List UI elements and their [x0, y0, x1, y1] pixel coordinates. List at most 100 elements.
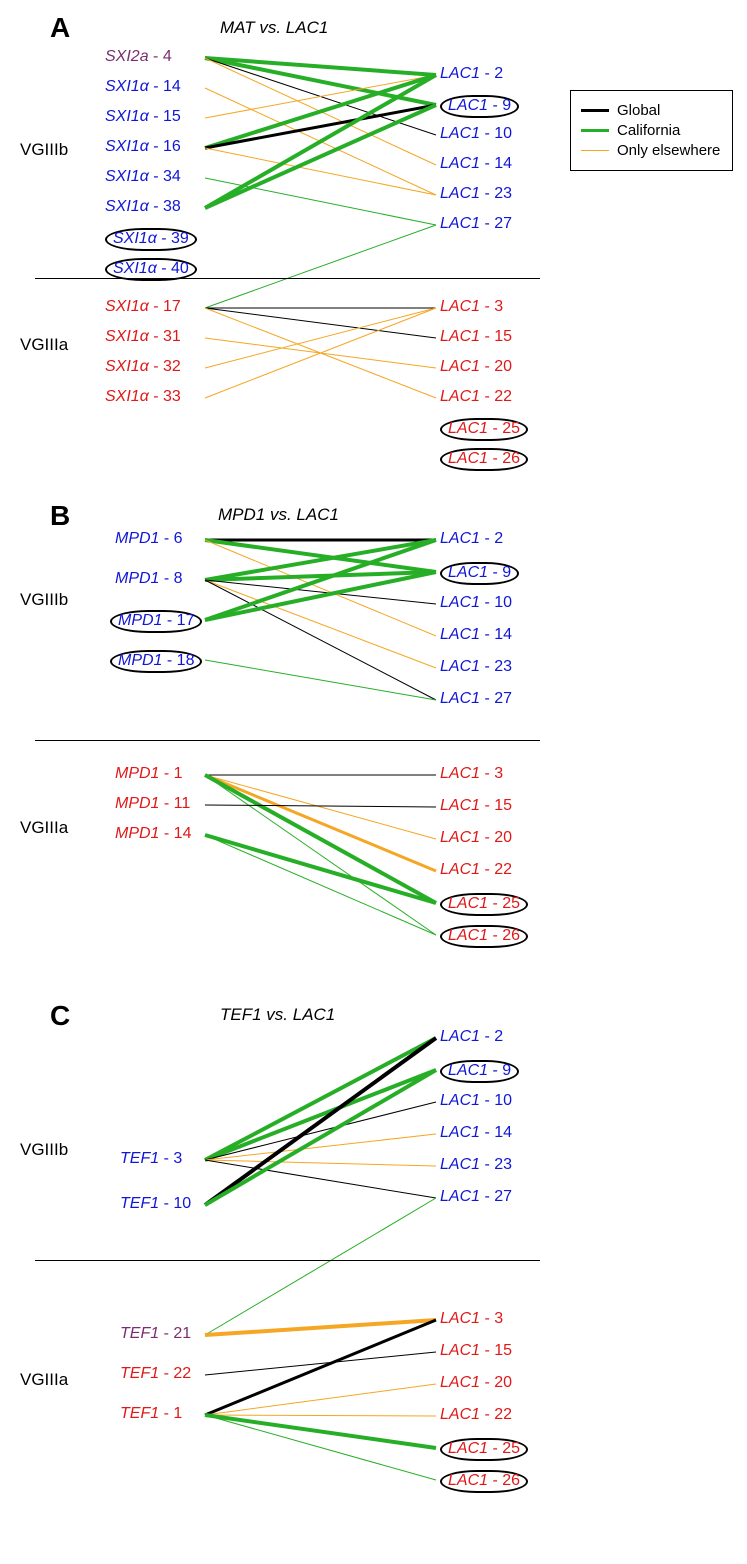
connection-line [205, 1160, 436, 1166]
connection-line [205, 572, 436, 620]
allele-label: LAC1 - 26 [440, 448, 528, 471]
connection-line [205, 540, 436, 636]
connection-line [205, 540, 436, 620]
panel-title-A: MAT vs. LAC1 [220, 18, 328, 38]
allele-label: TEF1 - 3 [120, 1150, 182, 1168]
allele-label: SXI1α - 31 [105, 328, 181, 346]
connection-line [205, 540, 436, 572]
connection-line [205, 1070, 436, 1205]
connection-line [205, 58, 436, 165]
allele-label: SXI2a - 4 [105, 48, 172, 66]
connection-line [205, 75, 436, 148]
allele-label: LAC1 - 14 [440, 155, 512, 173]
connection-line [205, 580, 436, 700]
allele-label: MPD1 - 18 [110, 650, 202, 673]
group-label: VGIIIb [20, 140, 68, 160]
connection-line [205, 105, 436, 208]
allele-label: LAC1 - 9 [440, 1060, 519, 1083]
divider [35, 1260, 540, 1261]
legend-row: Only elsewhere [581, 142, 720, 159]
allele-label: LAC1 - 15 [440, 797, 512, 815]
allele-label: LAC1 - 25 [440, 418, 528, 441]
connection-line [205, 58, 436, 75]
allele-label: LAC1 - 27 [440, 1188, 512, 1206]
allele-label: MPD1 - 6 [115, 530, 183, 548]
allele-label: LAC1 - 15 [440, 1342, 512, 1360]
connection-line [205, 580, 436, 668]
connection-line [205, 1384, 436, 1415]
allele-label: LAC1 - 26 [440, 925, 528, 948]
connection-line [205, 1038, 436, 1160]
allele-label: LAC1 - 20 [440, 1374, 512, 1392]
allele-label: SXI1α - 38 [105, 198, 181, 216]
connection-line [205, 308, 436, 338]
panel-label-A: A [50, 12, 70, 44]
divider [35, 740, 540, 741]
connection-line [205, 540, 436, 580]
allele-label: SXI1α - 34 [105, 168, 181, 186]
allele-label: LAC1 - 23 [440, 1156, 512, 1174]
allele-label: TEF1 - 22 [120, 1365, 191, 1383]
group-label: VGIIIa [20, 335, 68, 355]
allele-label: LAC1 - 25 [440, 1438, 528, 1461]
allele-label: SXI1α - 16 [105, 138, 181, 156]
allele-label: LAC1 - 27 [440, 215, 512, 233]
connection-line [205, 58, 436, 105]
allele-label: LAC1 - 2 [440, 65, 503, 83]
allele-label: LAC1 - 27 [440, 690, 512, 708]
allele-label: LAC1 - 23 [440, 185, 512, 203]
connection-line [205, 775, 436, 839]
connection-line [205, 835, 436, 903]
connection-line [205, 1415, 436, 1480]
panel-title-C: TEF1 vs. LAC1 [220, 1005, 335, 1025]
allele-label: MPD1 - 11 [115, 795, 190, 813]
connection-line [205, 225, 436, 308]
allele-label: LAC1 - 22 [440, 861, 512, 879]
panel-label-B: B [50, 500, 70, 532]
legend-row: Global [581, 102, 720, 119]
connection-line [205, 1415, 436, 1448]
connection-line [205, 1198, 436, 1335]
legend-label: Global [617, 102, 660, 119]
allele-label: LAC1 - 14 [440, 626, 512, 644]
allele-label: SXI1α - 33 [105, 388, 181, 406]
allele-label: LAC1 - 23 [440, 658, 512, 676]
allele-label: LAC1 - 10 [440, 1092, 512, 1110]
connection-line [205, 1352, 436, 1375]
allele-label: TEF1 - 10 [120, 1195, 191, 1213]
allele-label: LAC1 - 14 [440, 1124, 512, 1142]
allele-label: LAC1 - 10 [440, 125, 512, 143]
group-label: VGIIIb [20, 590, 68, 610]
allele-label: LAC1 - 3 [440, 1310, 503, 1328]
connection-line [205, 75, 436, 118]
connection-line [205, 660, 436, 700]
connection-line [205, 1160, 436, 1198]
allele-label: LAC1 - 25 [440, 893, 528, 916]
connection-line [205, 148, 436, 195]
panel-title-B: MPD1 vs. LAC1 [218, 505, 339, 525]
connection-line [205, 1134, 436, 1160]
allele-label: MPD1 - 14 [115, 825, 191, 843]
legend-label: California [617, 122, 680, 139]
allele-label: LAC1 - 2 [440, 1028, 503, 1046]
legend-swatch [581, 129, 609, 132]
connection-line [205, 1038, 436, 1205]
connection-line [205, 835, 436, 935]
figure-root: Global California Only elsewhere A MAT vs. L… [0, 0, 747, 1564]
legend-label: Only elsewhere [617, 142, 720, 159]
allele-label: SXI1α - 15 [105, 108, 181, 126]
legend: Global California Only elsewhere [570, 90, 733, 171]
connection-line [205, 1320, 436, 1335]
connection-line [205, 775, 436, 935]
connection-line [205, 580, 436, 604]
allele-label: TEF1 - 21 [120, 1325, 191, 1343]
allele-label: SXI1α - 40 [105, 258, 197, 281]
connection-line [205, 75, 436, 208]
allele-label: LAC1 - 22 [440, 1406, 512, 1424]
connection-line [205, 1102, 436, 1160]
legend-row: California [581, 122, 720, 139]
allele-label: MPD1 - 1 [115, 765, 183, 783]
group-label: VGIIIb [20, 1140, 68, 1160]
connection-line [205, 572, 436, 580]
group-label: VGIIIa [20, 818, 68, 838]
